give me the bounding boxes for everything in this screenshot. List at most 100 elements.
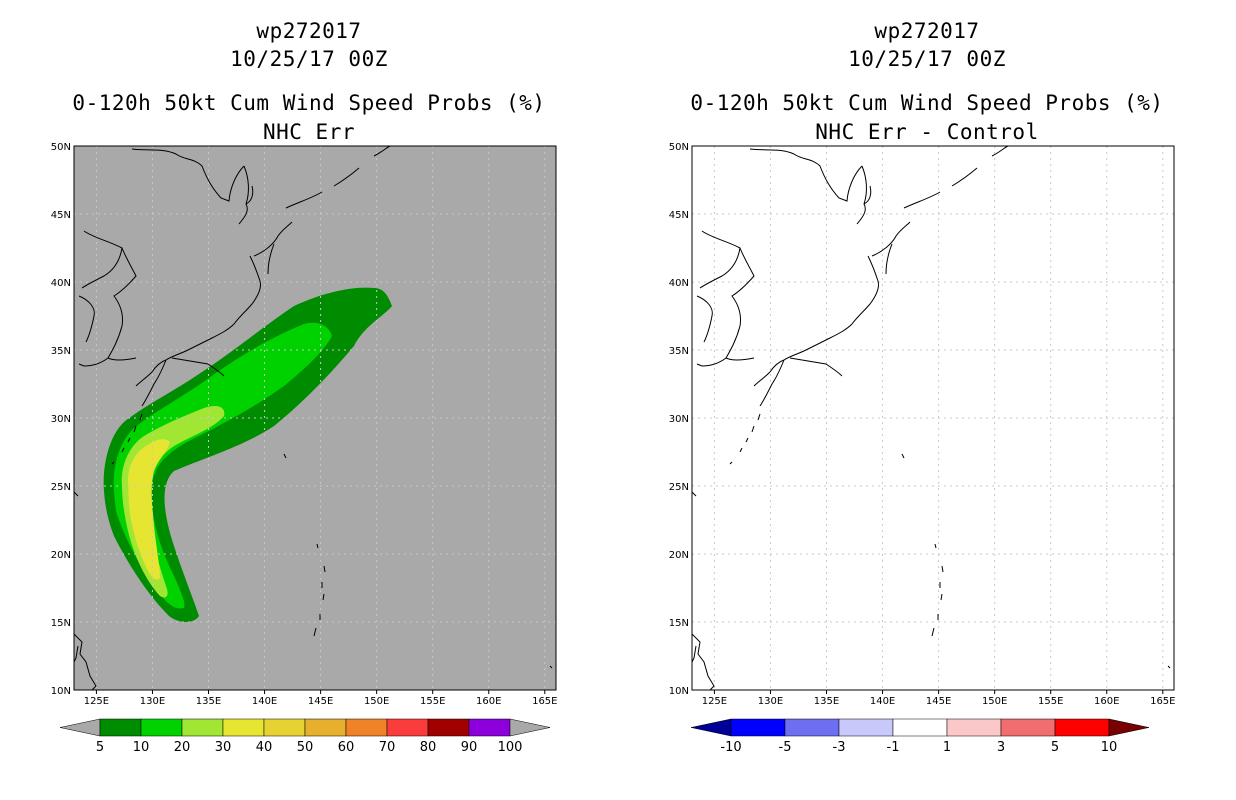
right-panel: wp272017 10/25/17 00Z 0-120h 50kt Cum Wi… <box>618 0 1236 800</box>
left-lon-label: 160E <box>476 696 501 707</box>
right-lat-label: 20N <box>669 550 689 561</box>
left-cbar-label: 30 <box>215 740 232 755</box>
right-map <box>691 145 1175 691</box>
left-cbar-segment <box>427 718 470 737</box>
left-lon-label: 130E <box>140 696 165 707</box>
probability-bands <box>103 287 392 622</box>
right-cbar-over-arrow <box>1108 718 1150 737</box>
left-cbar-label: 70 <box>379 740 396 755</box>
left-cbar-label: 10 <box>133 740 150 755</box>
left-lon-label: 150E <box>364 696 389 707</box>
right-cbar-label: 10 <box>1101 740 1118 755</box>
left-cbar-segment <box>222 718 265 737</box>
left-map-frame <box>73 145 557 691</box>
right-cbar-segment <box>784 718 840 737</box>
left-cbar-segment <box>181 718 224 737</box>
left-cbar-label: 100 <box>498 740 523 755</box>
right-lat-label: 50N <box>669 142 689 153</box>
right-date: 10/25/17 00Z <box>848 47 1006 71</box>
left-lat-label: 45N <box>51 210 71 221</box>
right-lon-label: 150E <box>982 696 1007 707</box>
right-cbar-segment <box>1054 718 1110 737</box>
right-cbar-label: -5 <box>779 740 792 755</box>
left-map <box>73 145 557 691</box>
left-cbar-label: 80 <box>420 740 437 755</box>
right-lat-label: 35N <box>669 346 689 357</box>
left-cbar-label: 20 <box>174 740 191 755</box>
right-lat-label: 45N <box>669 210 689 221</box>
left-cbar-segment <box>99 718 142 737</box>
left-lat-label: 40N <box>51 278 71 289</box>
left-cbar-label: 90 <box>461 740 478 755</box>
left-lat-label: 15N <box>51 618 71 629</box>
right-cbar-label: 1 <box>943 740 951 755</box>
right-cbar-segment <box>838 718 894 737</box>
left-cbar-segment <box>140 718 183 737</box>
right-lat-labels: 50N 45N 40N 35N 30N 25N 20N 15N 10N <box>669 142 689 697</box>
right-cbar-label: 5 <box>1051 740 1059 755</box>
left-cbar-label: 50 <box>297 740 314 755</box>
left-lat-label: 10N <box>51 686 71 697</box>
left-colorbar: 5 10 20 30 40 50 60 70 80 90 100 <box>59 718 551 755</box>
left-lon-label: 165E <box>532 696 557 707</box>
right-subtitle: NHC Err - Control <box>815 120 1039 144</box>
right-cbar-under-arrow <box>690 718 732 737</box>
right-cbar-label: -10 <box>720 740 741 755</box>
left-lat-labels: 50N 45N 40N 35N 30N 25N 20N 15N 10N <box>51 142 71 697</box>
right-lat-label: 40N <box>669 278 689 289</box>
left-cbar-segment <box>263 718 306 737</box>
left-cbar-segment <box>345 718 388 737</box>
right-lon-label: 160E <box>1094 696 1119 707</box>
left-product-title: 0-120h 50kt Cum Wind Speed Probs (%) <box>72 91 546 115</box>
right-lon-label: 145E <box>926 696 951 707</box>
left-lon-label: 135E <box>196 696 221 707</box>
left-lon-label: 155E <box>420 696 445 707</box>
right-lat-label: 10N <box>669 686 689 697</box>
left-cbar-label: 60 <box>338 740 355 755</box>
right-lon-label: 130E <box>758 696 783 707</box>
right-cbar-segment <box>1000 718 1056 737</box>
left-lon-label: 145E <box>308 696 333 707</box>
right-product-title: 0-120h 50kt Cum Wind Speed Probs (%) <box>690 91 1164 115</box>
left-lat-label: 25N <box>51 482 71 493</box>
right-cbar-label: -3 <box>833 740 846 755</box>
right-map-frame <box>691 145 1175 691</box>
band-5pct <box>103 287 392 622</box>
left-lon-label: 140E <box>252 696 277 707</box>
right-lon-label: 140E <box>870 696 895 707</box>
left-cbar-over-arrow <box>509 718 551 737</box>
right-cbar-label: 3 <box>997 740 1005 755</box>
left-lat-label: 50N <box>51 142 71 153</box>
left-lon-label: 125E <box>84 696 109 707</box>
right-cbar-segment <box>730 718 786 737</box>
left-cbar-label: 5 <box>96 740 104 755</box>
left-cbar-segment <box>386 718 429 737</box>
right-cbar-label: -1 <box>887 740 900 755</box>
left-cbar-segment <box>468 718 511 737</box>
right-cbar-segment <box>892 718 948 737</box>
left-grid <box>74 145 556 691</box>
right-storm-id: wp272017 <box>874 19 980 43</box>
right-lon-label: 165E <box>1150 696 1175 707</box>
band-30pct <box>128 439 170 580</box>
left-subtitle: NHC Err <box>262 120 355 144</box>
band-10pct <box>113 322 332 609</box>
left-date: 10/25/17 00Z <box>230 47 388 71</box>
left-lat-label: 20N <box>51 550 71 561</box>
right-lat-label: 30N <box>669 414 689 425</box>
right-lon-label: 125E <box>702 696 727 707</box>
left-cbar-segment <box>304 718 347 737</box>
right-lon-label: 135E <box>814 696 839 707</box>
right-lat-label: 15N <box>669 618 689 629</box>
left-storm-id: wp272017 <box>256 19 362 43</box>
right-colorbar: -10 -5 -3 -1 1 3 5 10 <box>690 718 1150 755</box>
left-cbar-under-arrow <box>59 718 101 737</box>
left-lat-label: 35N <box>51 346 71 357</box>
right-cbar-segment <box>946 718 1002 737</box>
left-lat-label: 30N <box>51 414 71 425</box>
left-cbar-label: 40 <box>256 740 273 755</box>
right-lon-label: 155E <box>1038 696 1063 707</box>
left-lon-labels: 125E 130E 135E 140E 145E 150E 155E 160E 165E <box>84 690 557 707</box>
right-lat-label: 25N <box>669 482 689 493</box>
